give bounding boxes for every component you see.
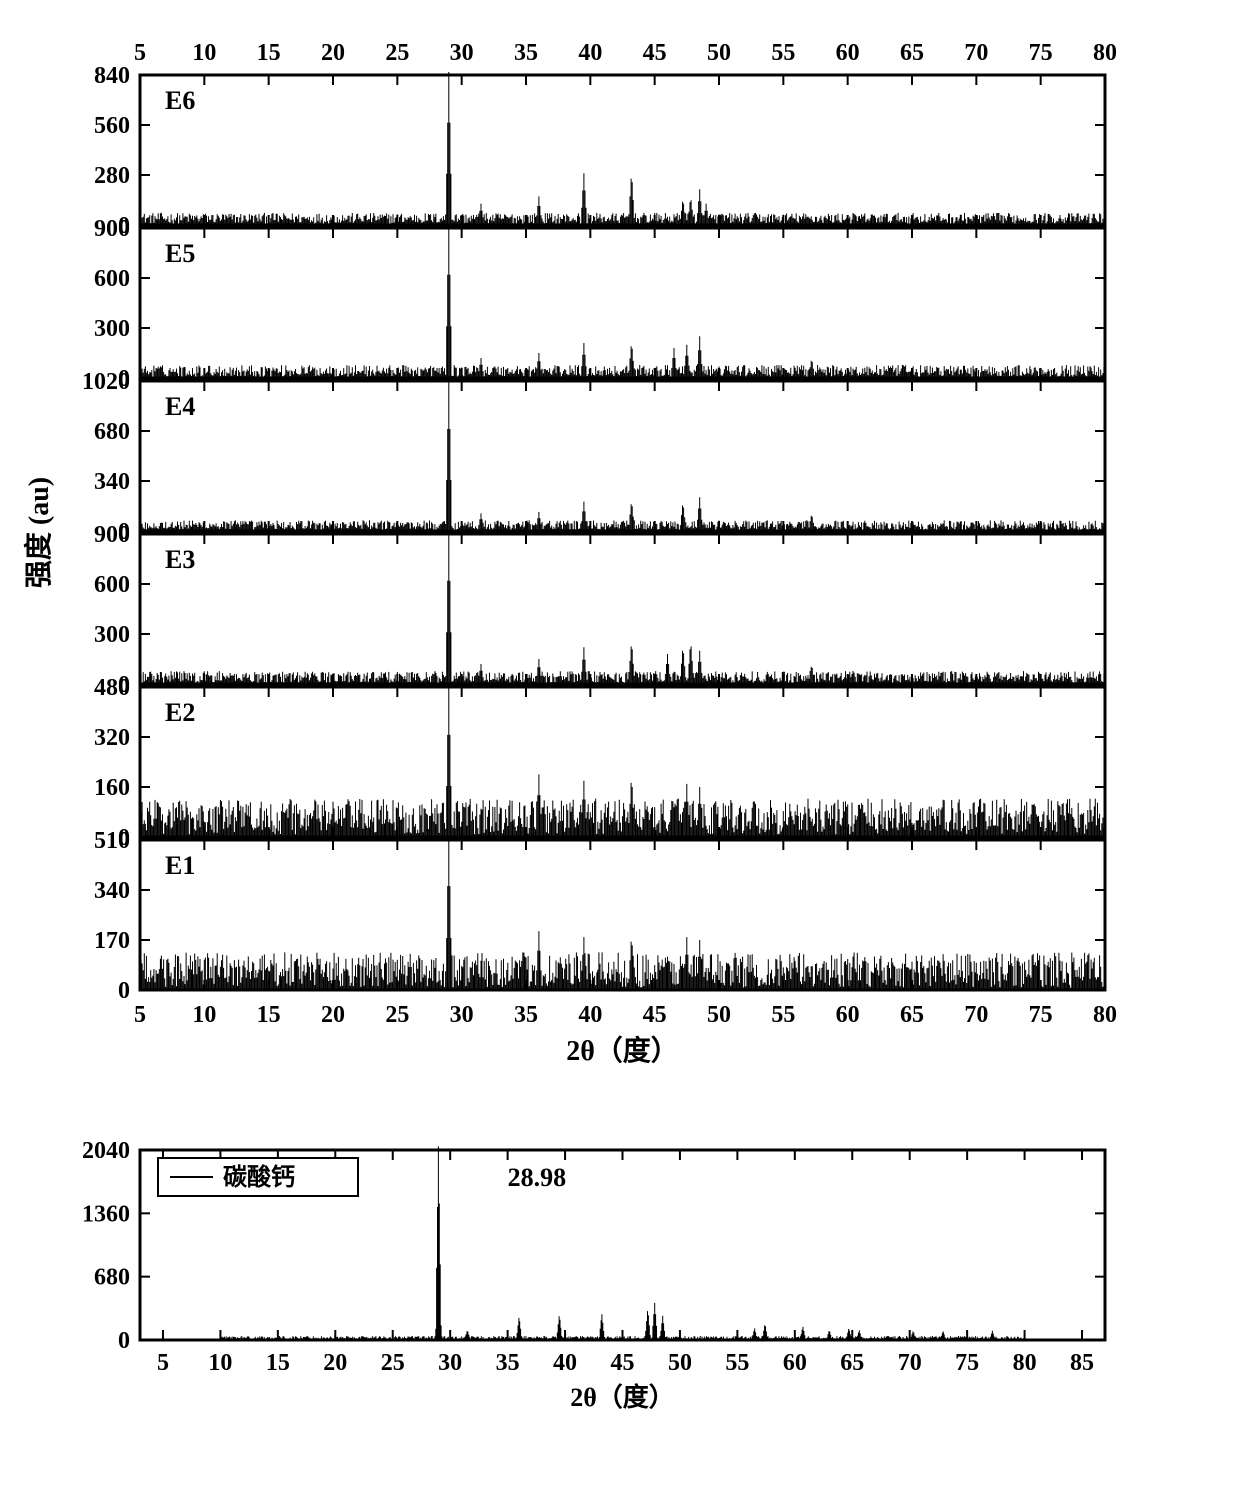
- svg-text:160: 160: [94, 775, 130, 801]
- svg-text:25: 25: [385, 40, 409, 66]
- svg-text:E1: E1: [165, 851, 195, 880]
- svg-text:600: 600: [94, 266, 130, 292]
- svg-text:60: 60: [836, 1002, 860, 1028]
- svg-text:E4: E4: [165, 392, 195, 421]
- svg-text:300: 300: [94, 316, 130, 342]
- svg-text:30: 30: [450, 1002, 474, 1028]
- svg-text:510: 510: [94, 828, 130, 854]
- svg-text:70: 70: [898, 1350, 922, 1376]
- svg-text:50: 50: [707, 1002, 731, 1028]
- svg-text:280: 280: [94, 163, 130, 189]
- svg-text:5: 5: [134, 40, 146, 66]
- svg-text:55: 55: [771, 1002, 795, 1028]
- svg-text:60: 60: [783, 1350, 807, 1376]
- svg-text:50: 50: [668, 1350, 692, 1376]
- svg-text:65: 65: [900, 40, 924, 66]
- svg-text:70: 70: [964, 1002, 988, 1028]
- svg-text:30: 30: [438, 1350, 462, 1376]
- panel-E3: 0300600900E3: [94, 522, 1105, 698]
- svg-text:560: 560: [94, 113, 130, 139]
- svg-text:35: 35: [514, 1002, 538, 1028]
- svg-text:碳酸钙: 碳酸钙: [223, 1163, 295, 1191]
- svg-text:80: 80: [1093, 1002, 1117, 1028]
- svg-text:45: 45: [643, 40, 667, 66]
- svg-text:10: 10: [208, 1350, 232, 1376]
- svg-text:75: 75: [1029, 40, 1053, 66]
- svg-text:25: 25: [381, 1350, 405, 1376]
- svg-text:680: 680: [94, 1265, 130, 1291]
- svg-text:900: 900: [94, 522, 130, 548]
- svg-text:80: 80: [1013, 1350, 1037, 1376]
- svg-text:480: 480: [94, 675, 130, 701]
- panel-E6: 0280560840E6: [94, 63, 1105, 239]
- svg-text:25: 25: [385, 1002, 409, 1028]
- svg-text:85: 85: [1070, 1350, 1094, 1376]
- panel-E2: 0160320480E2: [94, 675, 1105, 851]
- svg-text:35: 35: [496, 1350, 520, 1376]
- svg-text:10: 10: [192, 1002, 216, 1028]
- svg-text:340: 340: [94, 878, 130, 904]
- svg-text:45: 45: [611, 1350, 635, 1376]
- svg-text:40: 40: [578, 1002, 602, 1028]
- svg-text:15: 15: [257, 1002, 281, 1028]
- svg-text:900: 900: [94, 216, 130, 242]
- svg-text:E6: E6: [165, 86, 195, 115]
- svg-text:20: 20: [323, 1350, 347, 1376]
- svg-text:65: 65: [900, 1002, 924, 1028]
- figure-svg: 5101520253035404550556065707580028056084…: [20, 20, 1220, 1474]
- svg-text:2θ（度）: 2θ（度）: [570, 1382, 675, 1412]
- svg-text:340: 340: [94, 469, 130, 495]
- svg-text:600: 600: [94, 572, 130, 598]
- svg-text:1360: 1360: [82, 1201, 130, 1227]
- svg-text:5: 5: [134, 1002, 146, 1028]
- svg-text:20: 20: [321, 40, 345, 66]
- xrd-figure: 5101520253035404550556065707580028056084…: [20, 20, 1220, 1474]
- svg-text:55: 55: [771, 40, 795, 66]
- svg-text:170: 170: [94, 928, 130, 954]
- svg-text:40: 40: [553, 1350, 577, 1376]
- panel-E5: 0300600900E5: [94, 216, 1105, 392]
- svg-text:70: 70: [964, 40, 988, 66]
- svg-text:320: 320: [94, 725, 130, 751]
- svg-text:50: 50: [707, 40, 731, 66]
- svg-text:75: 75: [1029, 1002, 1053, 1028]
- svg-text:2040: 2040: [82, 1138, 130, 1164]
- svg-text:300: 300: [94, 622, 130, 648]
- svg-text:28.98: 28.98: [508, 1163, 566, 1192]
- svg-text:0: 0: [118, 1328, 130, 1354]
- svg-text:1020: 1020: [82, 369, 130, 395]
- svg-text:10: 10: [192, 40, 216, 66]
- svg-text:E5: E5: [165, 239, 195, 268]
- panel-E1: 0 170 340 510 E1: [94, 828, 1105, 1004]
- svg-text:40: 40: [578, 40, 602, 66]
- svg-text:35: 35: [514, 40, 538, 66]
- svg-text:840: 840: [94, 63, 130, 89]
- svg-text:0: 0: [118, 978, 130, 1004]
- svg-text:15: 15: [266, 1350, 290, 1376]
- svg-text:E2: E2: [165, 698, 195, 727]
- svg-text:80: 80: [1093, 40, 1117, 66]
- legend: 碳酸钙: [158, 1158, 358, 1196]
- panel-E4: 03406801020E4: [82, 369, 1105, 545]
- svg-text:30: 30: [450, 40, 474, 66]
- svg-text:55: 55: [725, 1350, 749, 1376]
- svg-text:45: 45: [643, 1002, 667, 1028]
- svg-text:680: 680: [94, 419, 130, 445]
- svg-text:强度 (au): 强度 (au): [23, 477, 55, 588]
- svg-text:15: 15: [257, 40, 281, 66]
- svg-text:20: 20: [321, 1002, 345, 1028]
- svg-text:60: 60: [836, 40, 860, 66]
- svg-text:65: 65: [840, 1350, 864, 1376]
- reference-panel: 0 680 1360 2040 5 10 15 20 25 30 35 40 45 50 55 60 65 70 7…: [82, 1138, 1105, 1412]
- svg-text:E3: E3: [165, 545, 195, 574]
- svg-text:2θ（度）: 2θ（度）: [566, 1034, 679, 1067]
- svg-text:75: 75: [955, 1350, 979, 1376]
- svg-text:5: 5: [157, 1350, 169, 1376]
